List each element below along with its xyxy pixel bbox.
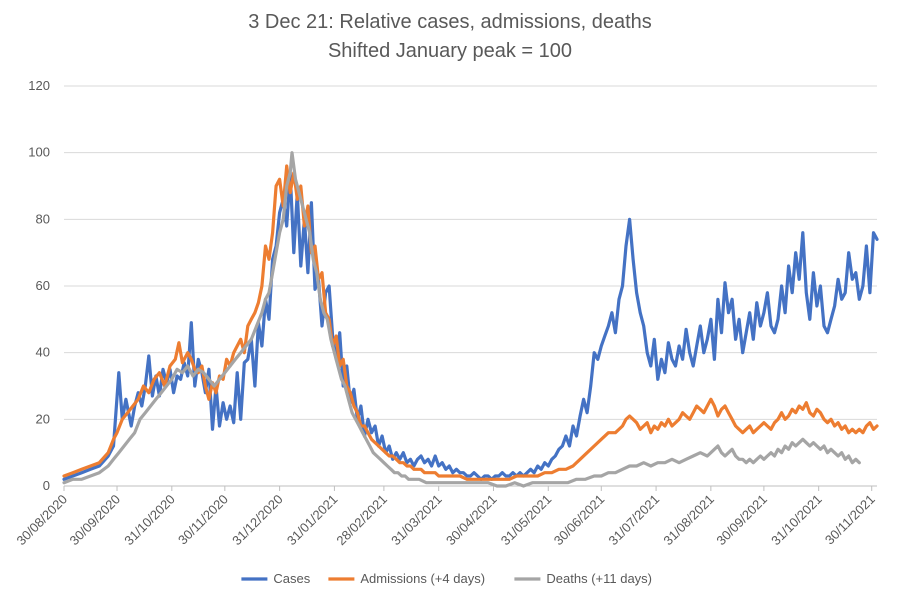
- legend-label: Cases: [273, 571, 310, 586]
- series-line-cases: [62, 171, 879, 481]
- chart-title: 3 Dec 21: Relative cases, admissions, de…: [248, 11, 652, 33]
- x-tick-label: 30/11/2020: [175, 492, 231, 548]
- y-tick-label: 40: [36, 345, 50, 360]
- legend-label: Admissions (+4 days): [360, 571, 485, 586]
- series-line-admissions: [62, 164, 879, 481]
- series-line-deaths: [62, 151, 861, 488]
- x-tick-label: 31/12/2020: [229, 492, 286, 549]
- x-tick-label: 31/01/2021: [284, 492, 341, 549]
- series-lines: [62, 151, 879, 488]
- legend-item-deaths: Deaths (+11 days): [514, 571, 652, 586]
- x-tick-label: 30/09/2021: [713, 492, 770, 549]
- y-tick-label: 80: [36, 211, 50, 226]
- x-axis: 30/08/202030/09/202031/10/202030/11/2020…: [13, 486, 878, 549]
- x-tick-label: 31/05/2021: [498, 492, 555, 549]
- y-tick-label: 120: [28, 78, 50, 93]
- legend-item-cases: Cases: [241, 571, 311, 586]
- x-tick-label: 30/11/2021: [822, 492, 878, 548]
- y-tick-label: 60: [36, 278, 50, 293]
- x-tick-label: 30/09/2020: [67, 492, 124, 549]
- legend: Cases Admissions (+4 days) Deaths (+11 day…: [241, 571, 652, 586]
- chart-subtitle: Shifted January peak = 100: [328, 40, 572, 62]
- legend-label: Deaths (+11 days): [546, 571, 652, 586]
- x-tick-label: 30/04/2021: [443, 492, 500, 549]
- y-axis: 0 20 40 60 80 100 120: [28, 78, 50, 493]
- x-tick-label: 31/10/2021: [768, 492, 825, 549]
- x-tick-label: 31/07/2021: [606, 492, 663, 549]
- x-tick-label: 31/03/2021: [388, 492, 445, 549]
- x-tick-label: 28/02/2021: [333, 492, 390, 549]
- x-tick-label: 30/08/2020: [13, 492, 70, 549]
- y-tick-label: 0: [43, 478, 50, 493]
- x-tick-label: 31/08/2021: [660, 492, 717, 549]
- y-tick-label: 20: [36, 411, 50, 426]
- x-tick-label: 30/06/2021: [551, 492, 608, 549]
- y-tick-label: 100: [28, 145, 50, 160]
- x-tick-label: 31/10/2020: [121, 492, 178, 549]
- legend-item-admissions: Admissions (+4 days): [328, 571, 485, 586]
- gridlines: [64, 85, 877, 487]
